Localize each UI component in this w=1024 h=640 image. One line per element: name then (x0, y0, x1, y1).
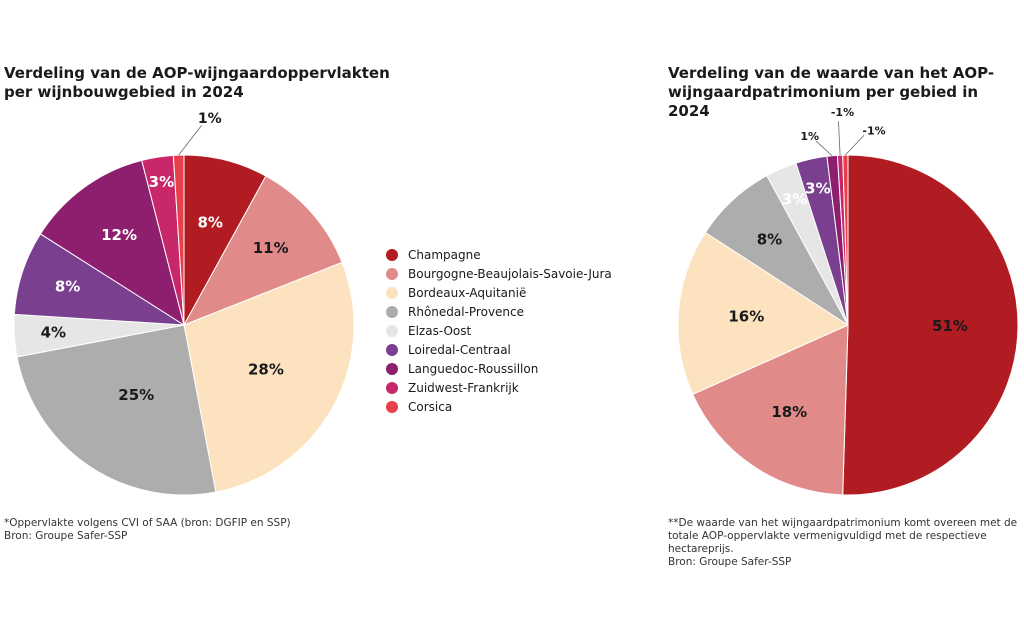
legend-item: Champagne (386, 246, 612, 265)
leader-line (178, 124, 203, 156)
pie-data-label: 51% (932, 317, 968, 335)
pie-slice-bordeaux-aquitani- (677, 231, 850, 395)
pie-data-label: 16% (728, 308, 764, 326)
pie-data-label: -1% (831, 106, 854, 119)
legend-item: Rhônedal-Provence (386, 303, 612, 322)
pie-data-label: -1% (862, 124, 885, 137)
legend-swatch (386, 268, 398, 281)
legend-label: Bordeaux-Aquitanië (408, 286, 527, 301)
pie-data-label: 1% (800, 130, 819, 143)
leader-line (815, 140, 833, 157)
pie-data-label: 4% (41, 324, 66, 342)
legend-item: Elzas-Oost (386, 322, 612, 341)
pie-data-label: 3% (805, 179, 830, 197)
pie-data-label: 8% (757, 231, 782, 249)
pie-data-label: 18% (771, 403, 807, 421)
pie-slice-languedoc-roussillon (39, 159, 185, 327)
legend-label: Loiredal-Centraal (408, 342, 511, 357)
pie-slice-bourgogne-beaujolais-savoie-jura (182, 175, 343, 326)
pie-data-label: 8% (197, 213, 222, 231)
pie-data-label: 25% (118, 386, 154, 404)
legend-label: Bourgogne-Beaujolais-Savoie-Jura (408, 267, 612, 282)
source-line: Bron: Groupe Safer-SSP (4, 530, 128, 542)
footnote-surface: *Oppervlakte volgens CVI of SAA (bron: D… (4, 517, 364, 543)
leader-line (845, 135, 865, 156)
legend-swatch (386, 400, 398, 413)
legend-item: Languedoc-Roussillon (386, 359, 612, 378)
footnote-line: **De waarde van het wijngaardpatrimonium… (668, 517, 1018, 555)
legend-item: Bordeaux-Aquitanië (386, 284, 612, 303)
legend-item: Bourgogne-Beaujolais-Savoie-Jura (386, 265, 612, 284)
legend-item: Zuidwest-Frankrijk (386, 378, 612, 397)
pie-data-label: 1% (198, 111, 222, 127)
legend-swatch (386, 325, 398, 337)
source-line: Bron: Groupe Safer-SSP (668, 556, 792, 568)
legend-swatch (386, 362, 398, 375)
legend-swatch (386, 249, 398, 262)
legend: Champagne Bourgogne-Beaujolais-Savoie-Ju… (386, 246, 612, 416)
pie-data-label: 3% (149, 173, 174, 191)
legend-label: Rhônedal-Provence (408, 305, 525, 320)
legend-label: Corsica (408, 399, 453, 414)
legend-item: Loiredal-Centraal (386, 340, 612, 359)
pie-slice-champagne (842, 154, 1019, 496)
pie-slice-bordeaux-aquitani- (183, 261, 355, 493)
legend-swatch (386, 287, 398, 300)
pie-data-label: 11% (253, 239, 289, 257)
chart-title-value: Verdeling van de waarde van het AOP-wijn… (668, 64, 995, 120)
pie-slice-rh-nedal-provence (16, 324, 217, 496)
pie-data-label: 12% (101, 226, 137, 244)
pie-data-label: 28% (248, 361, 284, 379)
pie-slice-bourgogne-beaujolais-savoie-jura (692, 324, 849, 496)
legend-swatch (386, 381, 398, 394)
legend-label: Zuidwest-Frankrijk (408, 380, 519, 395)
pie-data-label: 3% (782, 190, 807, 208)
leader-line (838, 121, 841, 156)
legend-swatch (386, 343, 398, 356)
legend-item: Corsica (386, 397, 612, 416)
legend-swatch (386, 306, 398, 319)
chart-title-surface: Verdeling van de AOP-wijngaardoppervlakt… (4, 64, 390, 101)
footnote-value: **De waarde van het wijngaardpatrimonium… (668, 517, 1020, 569)
legend-label: Languedoc-Roussillon (408, 361, 539, 376)
footnote-line: *Oppervlakte volgens CVI of SAA (bron: D… (4, 517, 291, 529)
pie-data-label: 8% (55, 278, 80, 296)
legend-label: Elzas-Oost (408, 324, 472, 338)
legend-label: Champagne (408, 248, 481, 263)
